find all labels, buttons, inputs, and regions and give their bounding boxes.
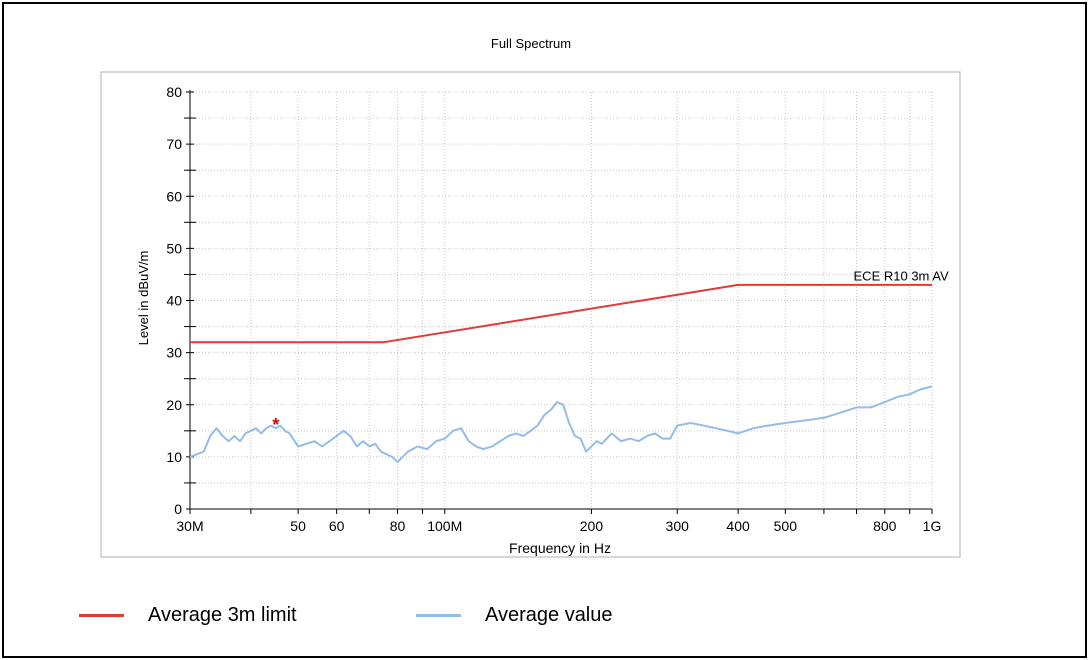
y-tick-label: 70 [166, 136, 182, 152]
y-tick-label: 10 [166, 449, 182, 465]
x-tick-label: 200 [580, 518, 604, 534]
x-tick-label: 100M [427, 518, 462, 534]
y-tick-label: 50 [166, 240, 182, 256]
series-group [189, 283, 933, 464]
x-axis-label: Frequency in Hz [509, 540, 611, 556]
y-tick-label: 60 [166, 188, 182, 204]
y-tick-label: 40 [166, 293, 182, 309]
limit-annotation: ECE R10 3m AV [854, 268, 949, 283]
y-tick-label: 30 [166, 345, 182, 361]
x-tick-label: 400 [726, 518, 750, 534]
x-tick-label: 500 [774, 518, 798, 534]
y-tick-label: 0 [174, 501, 182, 517]
series-line-limit [190, 283, 932, 344]
x-tick-label: 1G [923, 518, 942, 534]
peak-marker: * [272, 415, 279, 435]
legend-item-limit: Average 3m limit [79, 603, 297, 627]
legend-item-average: Average value [416, 603, 613, 627]
x-tick-label: 60 [329, 518, 345, 534]
y-tick-label: 20 [166, 397, 182, 413]
x-tick-label: 300 [666, 518, 690, 534]
y-tick-label: 80 [166, 84, 182, 100]
x-tick-label: 80 [390, 518, 406, 534]
plot-outer-panel [100, 71, 961, 558]
chart-title: Full Spectrum [491, 36, 571, 51]
series-line-average [189, 385, 933, 464]
legend-label-average: Average value [485, 603, 613, 626]
labels-group: 0 10 20 30 40 50 60 70 80 30M 50 60 80 100M 200 300 400 5… [166, 84, 949, 534]
x-tick-label: 30M [176, 518, 203, 534]
axes [184, 90, 933, 514]
x-tick-label: 50 [290, 518, 306, 534]
legend-label-limit: Average 3m limit [148, 603, 297, 626]
x-tick-label: 800 [873, 518, 897, 534]
legend-swatch-limit [79, 613, 124, 617]
legend-swatch-average [416, 613, 461, 617]
y-axis-label: Level in dBuV/m [136, 251, 151, 346]
